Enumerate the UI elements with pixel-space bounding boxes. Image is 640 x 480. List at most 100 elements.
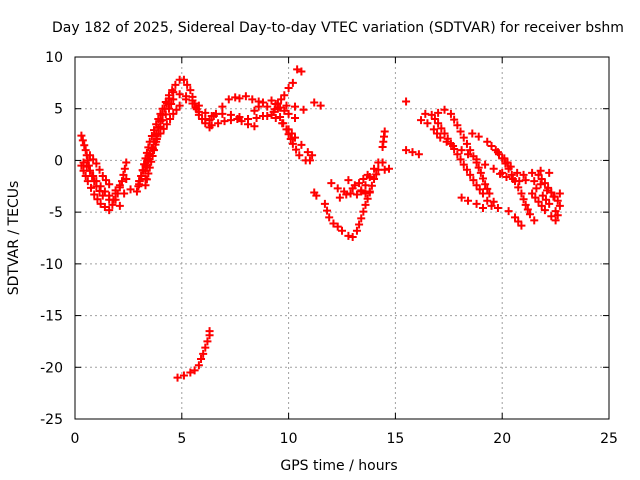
data-point <box>297 140 306 149</box>
data-point <box>171 80 180 89</box>
data-point <box>164 94 173 103</box>
data-point <box>214 119 223 128</box>
data-point <box>536 166 545 175</box>
data-point <box>472 181 481 190</box>
data-point <box>135 177 144 186</box>
data-point <box>474 163 483 172</box>
data-point <box>507 170 516 179</box>
data-point <box>456 155 465 164</box>
series-arc-t <box>320 158 387 241</box>
data-point <box>100 187 109 196</box>
data-point <box>173 373 182 382</box>
x-axis-label: GPS time / hours <box>280 458 397 474</box>
data-point <box>489 197 498 206</box>
data-point <box>158 110 167 119</box>
series-arc-x <box>380 164 393 174</box>
data-point <box>194 361 203 370</box>
data-point <box>453 121 462 130</box>
data-point <box>194 101 203 110</box>
series-arc-q <box>293 65 306 76</box>
data-point <box>434 119 443 128</box>
data-point <box>152 130 161 139</box>
data-point <box>370 175 379 184</box>
data-point <box>531 193 540 202</box>
data-point <box>545 199 554 208</box>
data-point <box>344 176 353 185</box>
data-point <box>169 109 178 118</box>
data-point <box>503 158 512 167</box>
data-point <box>186 368 195 377</box>
data-point <box>142 175 151 184</box>
series-arc-h <box>135 88 178 186</box>
data-point <box>338 226 346 235</box>
data-point <box>323 206 332 215</box>
data-point <box>79 158 88 167</box>
data-point <box>297 67 306 76</box>
data-point <box>446 109 455 118</box>
data-point <box>551 216 560 225</box>
data-point <box>295 151 304 160</box>
series-arc-d <box>79 158 124 210</box>
data-point <box>361 189 370 198</box>
data-point <box>459 160 468 169</box>
data-point <box>483 184 492 193</box>
x-tick-label: 25 <box>600 431 618 447</box>
data-point <box>352 190 361 199</box>
series-arc-af <box>496 169 539 186</box>
data-point <box>316 101 325 110</box>
data-point <box>182 95 191 104</box>
data-point <box>547 188 556 197</box>
data-point <box>147 131 156 140</box>
y-ticks: -25 -20 -15 -10 -5 0 5 10 <box>40 50 609 428</box>
data-point <box>258 98 267 107</box>
data-point <box>250 122 259 131</box>
data-point <box>288 139 297 148</box>
data-point <box>359 175 368 184</box>
data-point <box>442 137 451 146</box>
data-point <box>363 194 372 203</box>
data-point <box>540 179 549 188</box>
data-point <box>541 195 550 204</box>
data-point <box>436 133 445 142</box>
data-point <box>278 119 287 128</box>
x-tick-label: 20 <box>493 431 511 447</box>
y-tick-label: -20 <box>40 360 63 376</box>
data-point <box>162 120 171 129</box>
data-point <box>288 78 297 87</box>
data-point <box>365 187 374 196</box>
data-point <box>440 129 449 138</box>
data-point <box>329 219 338 228</box>
data-point <box>145 149 154 158</box>
data-point <box>553 211 562 220</box>
data-point <box>506 162 515 171</box>
data-point <box>87 183 96 192</box>
data-point <box>472 158 481 167</box>
data-point <box>122 158 131 167</box>
data-point <box>280 106 289 115</box>
data-point <box>475 185 484 194</box>
data-point <box>380 127 389 136</box>
data-point <box>235 94 244 103</box>
data-point <box>277 95 286 104</box>
series-arc-ak <box>536 180 564 201</box>
data-point <box>85 166 94 175</box>
y-tick-label: -5 <box>49 205 63 221</box>
data-point <box>292 145 301 154</box>
data-point <box>462 165 471 174</box>
data-point <box>555 201 564 210</box>
data-point <box>271 114 280 123</box>
data-point <box>92 159 101 168</box>
data-point <box>150 137 159 146</box>
data-point <box>500 154 509 163</box>
chart-title: Day 182 of 2025, Sidereal Day-to-day VTE… <box>52 20 624 36</box>
data-point <box>417 116 426 125</box>
y-tick-label: 0 <box>54 153 63 169</box>
data-point <box>105 191 114 200</box>
data-point <box>250 106 259 115</box>
data-point <box>284 109 293 118</box>
data-point <box>408 148 417 157</box>
data-point <box>355 220 364 229</box>
series-arc-ai <box>528 189 560 225</box>
data-point <box>305 156 314 165</box>
data-point <box>137 171 146 180</box>
